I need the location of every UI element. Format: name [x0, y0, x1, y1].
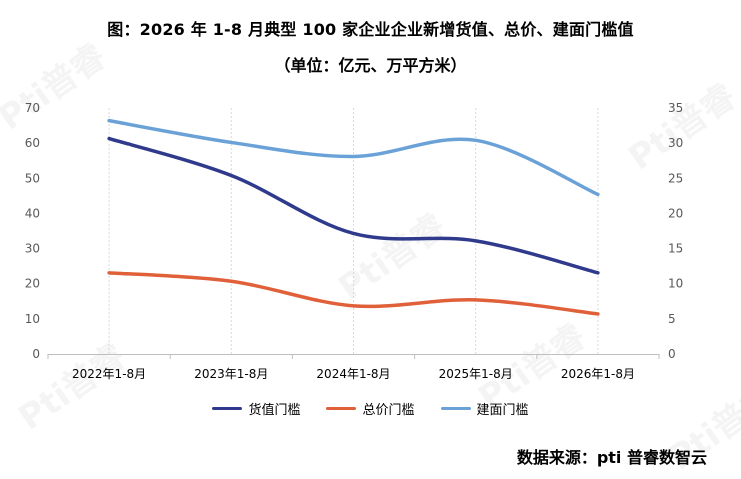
legend-swatch — [326, 407, 357, 410]
line-chart: 0 10 20 30 40 50 60 70 0 5 10 15 20 25 30 35 2022年1-8月 20… — [25, 101, 684, 381]
chart-subtitle: （单位：亿元、万平方米） — [274, 56, 467, 75]
y-left-tick-label: 40 — [25, 206, 40, 220]
legend-label: 建面门槛 — [476, 403, 529, 418]
y-right-tick-label: 25 — [668, 171, 683, 185]
y-left-tick-label: 60 — [25, 136, 40, 150]
y-left-tick-label: 30 — [25, 242, 40, 256]
x-tick-label: 2022年1-8月 — [72, 367, 146, 381]
y-right-tick-label: 10 — [668, 277, 683, 291]
legend-label: 总价门槛 — [362, 403, 415, 418]
y-left-tick-label: 10 — [25, 312, 40, 326]
y-left-tick-label: 20 — [25, 277, 40, 291]
y-right-tick-label: 5 — [668, 312, 676, 326]
x-tick-label: 2026年1-8月 — [561, 367, 635, 381]
legend-item: 货值门槛 — [212, 399, 300, 418]
legend-item: 建面门槛 — [440, 399, 529, 418]
y-right-tick-label: 20 — [668, 206, 683, 220]
x-tick-label: 2025年1-8月 — [439, 367, 513, 381]
y-left-tick-label: 70 — [25, 101, 40, 115]
y-left-tick-label: 0 — [32, 347, 40, 361]
y-right-tick-label: 35 — [668, 101, 683, 115]
data-source: 数据来源：pti 普睿数智云 — [516, 448, 707, 467]
y-right-tick-label: 15 — [668, 242, 683, 256]
legend-swatch — [212, 407, 243, 410]
legend-swatch — [440, 407, 471, 410]
y-right-tick-label: 0 — [668, 347, 676, 361]
y-right-tick-label: 30 — [668, 136, 683, 150]
legend-item: 总价门槛 — [326, 399, 415, 418]
x-tick-label: 2024年1-8月 — [316, 367, 390, 381]
chart-legend: 货值门槛 总价门槛 建面门槛 — [0, 399, 741, 418]
chart-title: 图：2026 年 1-8 月典型 100 家企业企业新增货值、总价、建面门槛值 — [107, 20, 634, 39]
legend-label: 货值门槛 — [248, 403, 301, 418]
y-left-tick-label: 50 — [25, 171, 40, 185]
x-tick-label: 2023年1-8月 — [194, 367, 268, 381]
